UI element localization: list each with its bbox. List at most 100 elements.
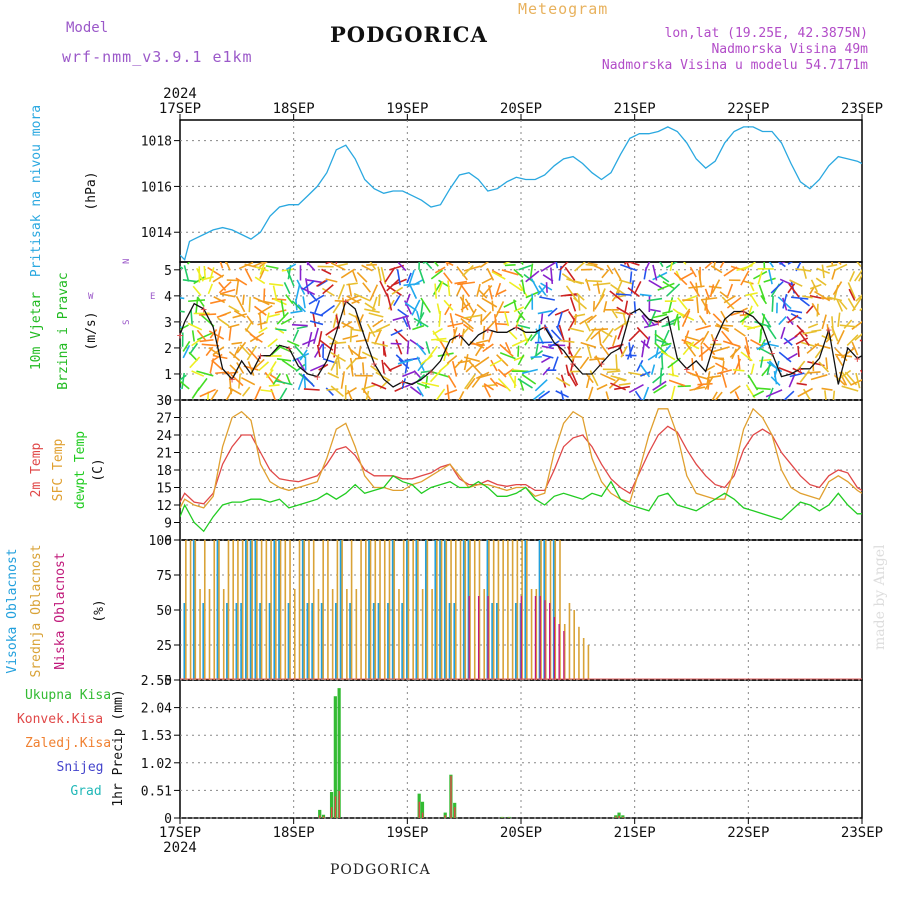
wind-arrow xyxy=(566,278,583,285)
wind-arrow xyxy=(705,303,709,315)
wind-arrow xyxy=(633,281,642,295)
wind-arrow xyxy=(616,306,631,317)
wind-arrow xyxy=(197,296,205,308)
wind-arrow xyxy=(610,382,626,391)
wind-arrow xyxy=(615,293,632,296)
wind-arrow xyxy=(642,386,650,400)
wind-arrow xyxy=(207,283,214,295)
wind-arrow xyxy=(275,379,293,386)
wind-arrow xyxy=(478,289,488,299)
wind-arrow xyxy=(425,341,431,354)
cloud-bars-layer xyxy=(183,540,590,680)
wind-arrow xyxy=(525,270,540,283)
wind-arrow xyxy=(464,298,475,314)
precip-legend-0: Ukupna Kisa xyxy=(25,688,111,703)
wind-arrow xyxy=(598,288,606,302)
model-label: Model xyxy=(66,20,109,36)
wind-arrow xyxy=(210,298,226,305)
cloud-mid-bar xyxy=(265,540,268,680)
y-tick-label: 2 xyxy=(164,342,172,357)
wind-arrow xyxy=(207,266,224,278)
wind-arrow xyxy=(831,316,834,333)
wind-arrow xyxy=(593,264,604,271)
wind-arrow xyxy=(297,304,306,313)
wind-arrow xyxy=(180,374,187,381)
wind-arrow xyxy=(814,290,831,302)
wind-gust-marker: + xyxy=(854,352,861,365)
cloud-mid-bar xyxy=(459,540,462,680)
wind-arrow xyxy=(787,262,793,265)
wind-arrow xyxy=(508,281,523,292)
wind-arrow xyxy=(795,268,812,272)
cloud-mid-bar xyxy=(279,540,282,680)
wind-arrow xyxy=(446,384,450,400)
precip-total-bar xyxy=(333,696,337,818)
x-tick-label-top: 20SEP xyxy=(500,101,542,117)
wind-arrow xyxy=(190,309,193,326)
wind-arrow xyxy=(231,341,243,345)
wind-arrow xyxy=(494,314,498,332)
cloud-mid-bar xyxy=(454,540,457,680)
wind-arrow xyxy=(280,299,286,318)
wind-gust-marker: + xyxy=(371,358,378,371)
wind-arrow xyxy=(354,315,362,331)
y-tick-label: 100 xyxy=(149,534,172,549)
wind-arrow xyxy=(613,267,622,281)
wind-arrow xyxy=(745,292,758,297)
wind-arrow xyxy=(736,264,753,272)
wind-arrow xyxy=(832,390,836,400)
wind-arrow xyxy=(316,279,327,287)
wind-arrow xyxy=(682,341,695,356)
wind-arrow xyxy=(799,298,810,307)
wind-arrow xyxy=(758,284,766,301)
wind-arrow xyxy=(513,375,517,389)
y-tick-label: 2.55 xyxy=(141,674,172,689)
wind-arrow xyxy=(254,276,266,285)
wind-arrow xyxy=(821,387,833,391)
wind-arrow xyxy=(191,338,202,347)
y-tick-label: 18 xyxy=(156,464,172,479)
cloud-high-bar xyxy=(226,603,229,680)
wind-arrow xyxy=(609,290,624,302)
wind-arrow xyxy=(698,346,712,358)
wind-arrow xyxy=(791,296,809,300)
wind-axis-label-2: Brzina i Pravac xyxy=(56,272,71,389)
wind-arrow xyxy=(691,373,709,380)
wind-arrow xyxy=(848,288,856,301)
cloud-mid-bar xyxy=(587,645,590,680)
wind-arrow xyxy=(847,282,856,299)
wind-arrow xyxy=(265,312,270,323)
wind-arrow xyxy=(712,313,723,324)
wind-arrow xyxy=(434,266,446,274)
precip-conv-bar xyxy=(622,816,624,818)
wind-arrow xyxy=(355,356,367,360)
wind-arrow xyxy=(698,315,707,326)
wind-arrow xyxy=(357,345,362,359)
wind-arrow xyxy=(615,280,623,294)
wind-arrow xyxy=(743,325,756,330)
cloud-mid-bar xyxy=(379,540,381,680)
wind-arrow xyxy=(368,312,384,318)
precip-conv-bar xyxy=(334,796,337,818)
y-tick-label: 12 xyxy=(156,499,172,514)
wind-arrow xyxy=(349,328,353,343)
cloud-high-bar xyxy=(406,540,409,680)
wind-arrow xyxy=(265,369,274,379)
wind-arrow xyxy=(320,304,335,317)
wind-arrow xyxy=(689,266,697,278)
compass-north: N xyxy=(122,259,132,264)
wind-arrow xyxy=(352,271,358,283)
wind-arrow xyxy=(432,327,443,335)
cloud-mid-bar xyxy=(199,589,201,680)
wind-arrow xyxy=(411,299,421,316)
wind-arrow xyxy=(542,366,551,376)
wind-arrow xyxy=(763,277,776,283)
cloud-mid-bar xyxy=(232,540,234,680)
compass-west: W xyxy=(88,292,94,302)
wind-arrow xyxy=(274,309,287,314)
wind-arrow xyxy=(598,332,602,346)
wind-arrow xyxy=(504,311,510,327)
wind-arrow xyxy=(750,294,759,307)
wind-arrow xyxy=(612,335,617,347)
wind-arrow xyxy=(415,342,427,356)
